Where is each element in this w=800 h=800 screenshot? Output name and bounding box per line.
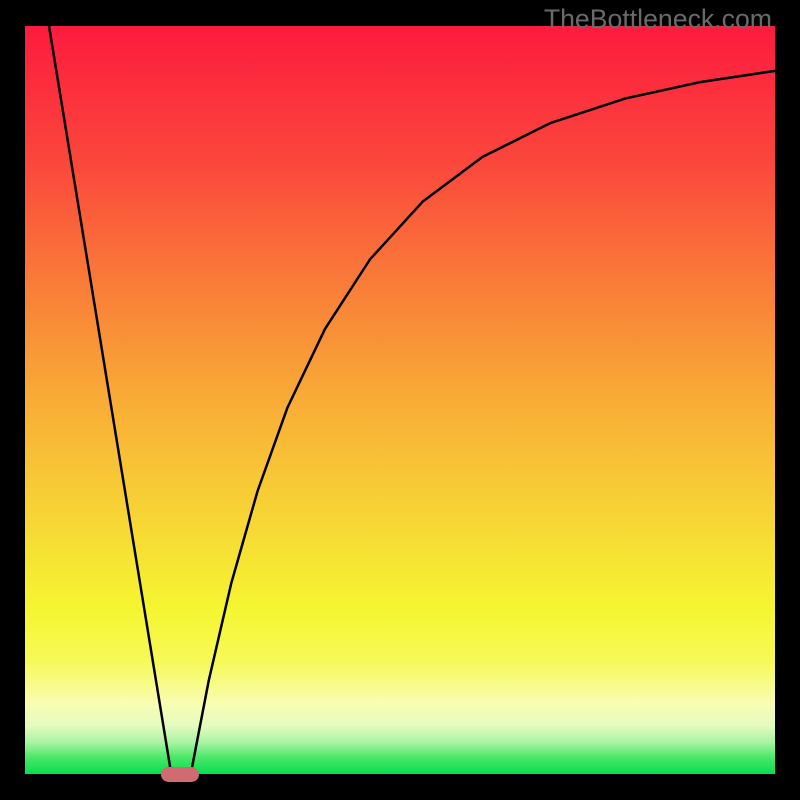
plot-area (25, 26, 775, 774)
watermark-text: TheBottleneck.com (544, 4, 772, 35)
bottleneck-curve (49, 26, 775, 774)
chart-container: TheBottleneck.com (0, 0, 800, 800)
curve-svg (25, 26, 775, 774)
target-marker (161, 767, 199, 782)
